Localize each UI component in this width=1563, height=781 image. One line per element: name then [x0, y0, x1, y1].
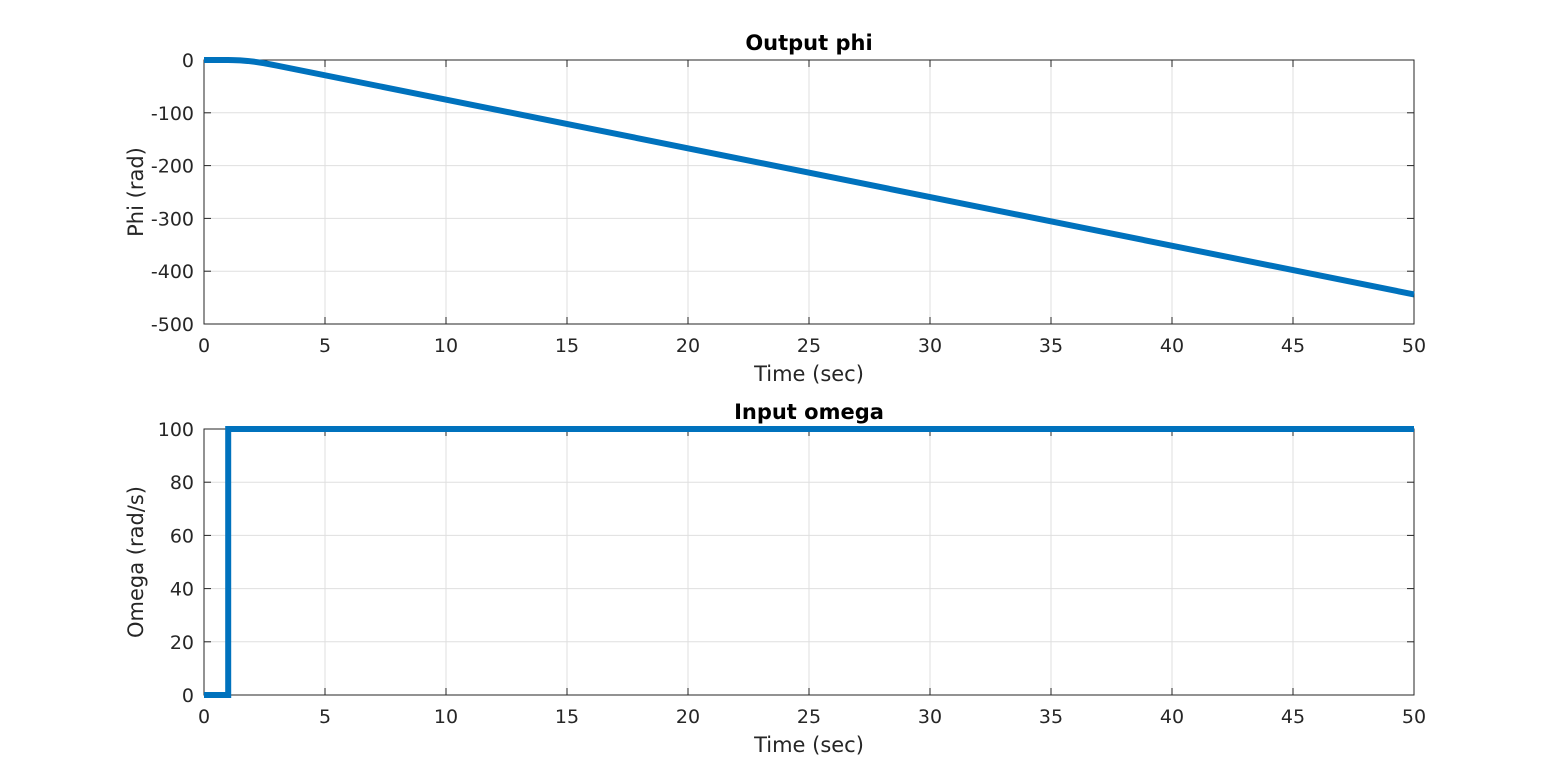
- y-tick-label: 0: [182, 50, 194, 72]
- series-layer: [204, 57, 1415, 298]
- subplot-output-phi: 0 5 10 15 20 25 30 35 40 45 50 0 -100 -200 -300 -400 -5…: [124, 31, 1426, 386]
- x-tick-label: 5: [319, 335, 331, 357]
- x-tick-label: 5: [319, 706, 331, 728]
- y-tick-label: 0: [182, 685, 194, 707]
- y-tick-label: -500: [151, 314, 194, 336]
- series-line-phi: [204, 57, 1415, 298]
- x-tick-label: 10: [434, 706, 458, 728]
- subplot-input-omega: 0 5 10 15 20 25 30 35 40 45 50 0 20 40 60 80 100 Input …: [124, 400, 1426, 757]
- y-tick-label: -200: [151, 156, 194, 178]
- x-tick-label: 25: [797, 335, 821, 357]
- x-tick-label: 20: [676, 335, 700, 357]
- x-tick-label: 35: [1039, 706, 1063, 728]
- y-tick-label: -300: [151, 208, 194, 230]
- x-tick-label: 40: [1160, 335, 1184, 357]
- y-tick-labels: 0 20 40 60 80 100: [158, 419, 194, 707]
- y-tick-label: 100: [158, 419, 194, 441]
- x-tick-labels: 0 5 10 15 20 25 30 35 40 45 50: [198, 335, 1426, 357]
- y-tick-label: 40: [170, 579, 194, 601]
- x-axis-label: Time (sec): [753, 733, 864, 757]
- x-tick-label: 45: [1281, 335, 1305, 357]
- y-tick-labels: 0 -100 -200 -300 -400 -500: [151, 50, 194, 336]
- x-tick-label: 0: [198, 706, 210, 728]
- chart-title: Input omega: [734, 400, 884, 424]
- x-axis-label: Time (sec): [753, 362, 864, 386]
- y-axis-label: Omega (rad/s): [124, 486, 148, 638]
- x-tick-label: 20: [676, 706, 700, 728]
- x-tick-label: 0: [198, 335, 210, 357]
- x-tick-label: 25: [797, 706, 821, 728]
- y-tick-label: 80: [170, 472, 194, 494]
- x-tick-label: 35: [1039, 335, 1063, 357]
- tick-marks: [203, 59, 1415, 325]
- x-tick-label: 15: [555, 335, 579, 357]
- x-tick-label: 10: [434, 335, 458, 357]
- series-layer: [204, 426, 1414, 698]
- y-axis-label: Phi (rad): [124, 147, 148, 237]
- x-tick-labels: 0 5 10 15 20 25 30 35 40 45 50: [198, 706, 1426, 728]
- x-tick-label: 15: [555, 706, 579, 728]
- x-tick-label: 45: [1281, 706, 1305, 728]
- x-tick-label: 40: [1160, 706, 1184, 728]
- y-tick-label: 20: [170, 632, 194, 654]
- x-tick-label: 30: [918, 335, 942, 357]
- x-tick-label: 50: [1402, 706, 1426, 728]
- series-line-omega: [204, 426, 1414, 698]
- y-tick-label: -400: [151, 261, 194, 283]
- y-tick-label: 60: [170, 525, 194, 547]
- y-tick-label: -100: [151, 103, 194, 125]
- chart-title: Output phi: [745, 31, 872, 55]
- x-tick-label: 30: [918, 706, 942, 728]
- x-tick-label: 50: [1402, 335, 1426, 357]
